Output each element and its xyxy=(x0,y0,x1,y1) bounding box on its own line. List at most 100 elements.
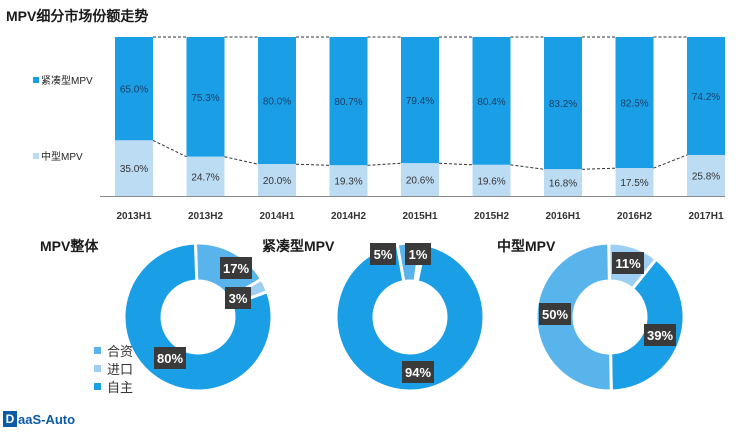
data-label-compact: 83.2% xyxy=(549,99,577,110)
legend-item-domestic: 自主 xyxy=(94,377,133,395)
connector-split xyxy=(438,162,473,166)
legend-label: 自主 xyxy=(107,379,134,395)
data-label-mid: 19.6% xyxy=(477,176,505,187)
x-tick-label: 2016H2 xyxy=(617,211,652,222)
chart-title: MPV细分市场份额走势 xyxy=(6,8,149,24)
donut-3: 11% 39% 50% xyxy=(534,241,686,393)
data-label-compact: 75.3% xyxy=(191,93,219,104)
bar-compact xyxy=(401,37,439,164)
x-tick-label: 2013H1 xyxy=(116,211,151,222)
donut-data-label: 80% xyxy=(157,351,183,366)
bar-compact xyxy=(544,37,582,170)
bar-mid xyxy=(687,154,725,196)
data-label-mid: 20.0% xyxy=(263,176,291,187)
data-label-compact: 80.7% xyxy=(334,97,362,108)
data-label-mid: 24.7% xyxy=(191,172,219,183)
bar-compact xyxy=(615,37,654,169)
legend-swatch xyxy=(94,382,101,390)
donut-label-bg xyxy=(402,361,434,383)
legend-item-import: 进口 xyxy=(94,359,133,377)
legend-swatch-mid xyxy=(33,153,39,159)
legend-compact: 紧凑型MPV xyxy=(33,74,93,87)
bar-mid xyxy=(329,165,368,196)
donut-data-label: 94% xyxy=(405,365,431,380)
donut-data-label: 50% xyxy=(542,307,568,322)
logo-text: aaS-Auto xyxy=(18,411,76,427)
donut-slice xyxy=(334,242,486,393)
legend-mid: 中型MPV xyxy=(33,150,83,163)
donut-title-mid: 中型MPV xyxy=(497,238,556,254)
logo-mark: D xyxy=(3,411,17,427)
data-label-compact: 65.0% xyxy=(120,85,148,96)
x-tick-label: 2014H2 xyxy=(331,211,366,222)
stacked-bar-chart: 65.0% 35.0% 2013H1 75.3% 24.7% 2013H2 80.0% 20.… xyxy=(33,36,725,222)
connector-split xyxy=(510,164,545,170)
x-tick-label: 2013H2 xyxy=(188,211,223,222)
x-tick-label: 2015H1 xyxy=(402,211,437,222)
donut-label-bg xyxy=(225,287,251,309)
legend-label-mid: 中型MPV xyxy=(41,150,83,163)
donut-label-bg xyxy=(154,347,186,369)
donut-data-label: 1% xyxy=(409,247,428,262)
bar-mid xyxy=(186,156,225,196)
bar-compact xyxy=(186,37,225,157)
bar-mid xyxy=(544,169,582,196)
x-tick-label: 2017H1 xyxy=(688,211,723,222)
data-label-compact: 82.5% xyxy=(620,99,648,110)
data-label-compact: 80.0% xyxy=(263,97,291,108)
donut-data-label: 39% xyxy=(647,328,673,343)
data-label-compact: 74.2% xyxy=(692,92,720,103)
bar-mid xyxy=(258,164,296,196)
x-tick-label: 2015H2 xyxy=(474,211,509,222)
legend-label: 合资 xyxy=(107,343,134,359)
donut-data-label: 17% xyxy=(223,261,249,276)
data-label-mid: 16.8% xyxy=(549,179,577,190)
donut-data-label: 11% xyxy=(615,256,641,271)
donut-slice xyxy=(534,241,613,393)
brand-logo: D aaS-Auto xyxy=(3,409,91,429)
data-label-compact: 79.4% xyxy=(406,96,434,107)
legend-label: 进口 xyxy=(107,361,134,377)
donut-data-label: 3% xyxy=(229,291,248,306)
bar-compact xyxy=(329,37,368,166)
data-label-mid: 25.8% xyxy=(692,171,720,182)
donut-label-bg xyxy=(539,303,571,325)
bar-mid xyxy=(615,168,654,196)
connector-split xyxy=(224,156,259,165)
donut-1: 17% 3% 80% xyxy=(122,241,274,393)
donut-2: 5% 1% 94% xyxy=(334,241,486,393)
donut-label-bg xyxy=(370,243,396,265)
donut-data-label: 5% xyxy=(374,247,393,262)
donut-label-bg xyxy=(405,243,431,265)
legend-swatch-compact xyxy=(33,77,39,83)
x-tick-label: 2014H1 xyxy=(259,211,294,222)
donut-label-bg xyxy=(612,252,644,274)
data-label-mid: 20.6% xyxy=(406,176,434,187)
connector-split xyxy=(367,162,402,166)
bar-compact xyxy=(115,37,153,141)
donut-title-compact: 紧凑型MPV xyxy=(262,238,335,254)
donut-legend: 合资 进口 自主 xyxy=(94,341,133,395)
donut-label-bg xyxy=(644,324,676,346)
bar-compact xyxy=(472,37,511,165)
donut-label-bg xyxy=(220,257,252,279)
legend-item-jv: 合资 xyxy=(94,341,133,359)
connector-split xyxy=(581,167,616,170)
bar-compact xyxy=(258,37,296,165)
legend-swatch xyxy=(94,346,101,354)
data-label-mid: 19.3% xyxy=(334,177,362,188)
bar-mid xyxy=(115,140,153,196)
legend-label-compact: 紧凑型MPV xyxy=(41,74,93,87)
connector-split xyxy=(152,139,187,158)
bar-mid xyxy=(401,163,439,196)
x-tick-label: 2016H1 xyxy=(545,211,580,222)
data-label-compact: 80.4% xyxy=(477,97,505,108)
connector-split xyxy=(295,163,330,166)
donut-title-overall: MPV整体 xyxy=(40,238,99,254)
connector-split xyxy=(653,154,688,169)
legend-swatch xyxy=(94,364,101,372)
bar-mid xyxy=(472,164,511,196)
data-label-mid: 35.0% xyxy=(120,164,148,175)
bar-compact xyxy=(687,37,725,155)
